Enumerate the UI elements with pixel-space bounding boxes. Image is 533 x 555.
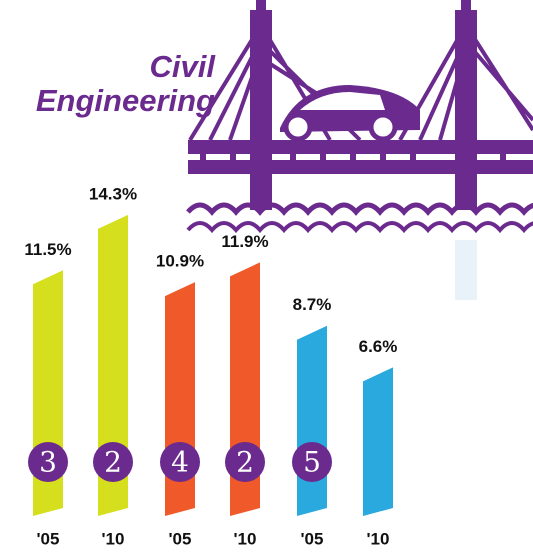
bridge bbox=[186, 0, 533, 300]
value-label: 8.7% bbox=[293, 295, 332, 314]
x-tick-label: '10 bbox=[102, 529, 125, 548]
x-tick-label: '10 bbox=[234, 529, 257, 548]
value-label: 10.9% bbox=[156, 252, 204, 271]
rank-badge bbox=[28, 442, 68, 482]
bar bbox=[363, 367, 393, 516]
value-label: 14.3% bbox=[89, 184, 137, 203]
rank-badge bbox=[93, 442, 133, 482]
x-tick-label: '10 bbox=[367, 529, 390, 548]
rank-badge bbox=[225, 442, 265, 482]
x-tick-label: '05 bbox=[37, 529, 60, 548]
rank-label: 4 bbox=[171, 446, 189, 479]
bar bbox=[98, 214, 128, 517]
rank-label: 2 bbox=[104, 446, 122, 479]
x-tick-label: '05 bbox=[301, 529, 324, 548]
rank-badge bbox=[292, 442, 332, 482]
value-label: 11.5% bbox=[24, 240, 71, 259]
x-tick-label: '05 bbox=[169, 529, 192, 548]
chart-title: Civil Engineering bbox=[35, 49, 215, 118]
rank-label: 2 bbox=[236, 446, 254, 479]
bar bbox=[297, 325, 327, 516]
rank-badge bbox=[160, 442, 200, 482]
value-label: 11.9% bbox=[221, 232, 268, 251]
value-label: 6.6% bbox=[359, 337, 398, 356]
rank-label: 5 bbox=[303, 446, 321, 479]
rank-label: 3 bbox=[39, 446, 57, 479]
